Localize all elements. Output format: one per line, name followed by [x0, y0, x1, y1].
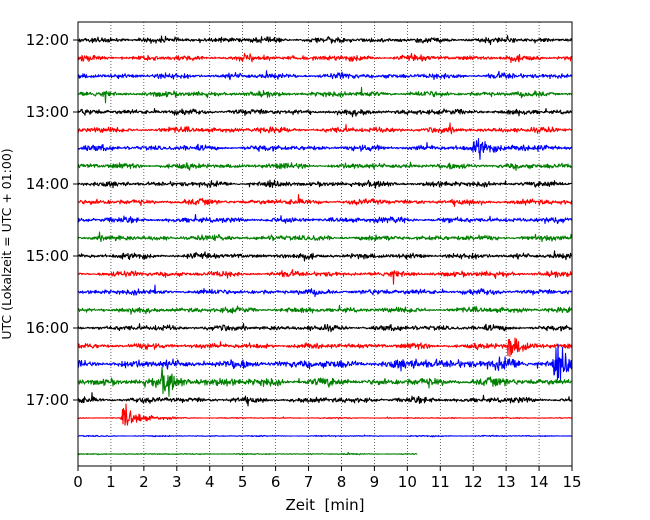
y-tick-label: 13:00: [26, 103, 69, 121]
axes-frame: [77, 21, 573, 467]
x-axis-label: Zeit [min]: [285, 496, 364, 514]
x-tick-label: 0: [73, 473, 83, 491]
y-tick-label: 14:00: [26, 175, 69, 193]
seismic-traces: [77, 35, 573, 456]
x-tick-label: 10: [398, 473, 417, 491]
x-tick-label: 12: [464, 473, 483, 491]
trace-line: [77, 337, 573, 357]
x-tick-label: 14: [530, 473, 549, 491]
x-tick-label: 4: [205, 473, 215, 491]
trace-line: [77, 137, 573, 160]
trace-line: [77, 367, 573, 397]
trace-line: [77, 269, 573, 285]
trace-line: [77, 122, 573, 135]
trace-line: [77, 323, 573, 333]
trace-line: [77, 304, 573, 315]
trace-line: [77, 250, 573, 262]
trace-line: [77, 284, 573, 298]
x-tick-label: 1: [106, 473, 116, 491]
x-tick-label: 5: [238, 473, 248, 491]
y-axis-label: UTC (Lokalzeit = UTC + 01:00): [0, 148, 14, 339]
trace-line: [77, 86, 573, 104]
trace-line: [77, 35, 573, 46]
x-tick-label: 7: [304, 473, 314, 491]
trace-line: [77, 161, 573, 171]
trace-line: [77, 179, 573, 189]
trace-line: [77, 392, 573, 407]
x-tick-label: 3: [172, 473, 182, 491]
trace-line: [77, 52, 573, 64]
x-tick-label: 11: [431, 473, 450, 491]
y-tick-label: 15:00: [26, 247, 69, 265]
trace-line: [77, 451, 418, 456]
trace-line: [77, 107, 573, 118]
y-tick-label: 17:00: [26, 391, 69, 409]
trace-line: [77, 214, 573, 225]
x-tick-label: 6: [271, 473, 281, 491]
trace-line: [77, 193, 573, 207]
trace-line: [77, 434, 573, 438]
x-axis-ticks: 0 1 2 3 4 5 6 7 8 9 10 11 12 13 14 15: [73, 466, 582, 491]
x-tick-label: 13: [497, 473, 516, 491]
vertical-grid: [110, 22, 540, 466]
trace-line: [77, 343, 573, 381]
y-tick-label: 12:00: [26, 31, 69, 49]
x-tick-label: 15: [562, 473, 581, 491]
trace-line: [77, 231, 573, 243]
trace-line: [77, 403, 573, 426]
trace-line: [77, 70, 573, 81]
y-tick-label: 16:00: [26, 319, 69, 337]
x-tick-label: 8: [337, 473, 347, 491]
x-tick-label: 2: [139, 473, 149, 491]
y-axis-ticks: 12:00 13:00 14:00 15:00 16:00 17:00: [26, 31, 78, 409]
x-tick-label: 9: [370, 473, 380, 491]
